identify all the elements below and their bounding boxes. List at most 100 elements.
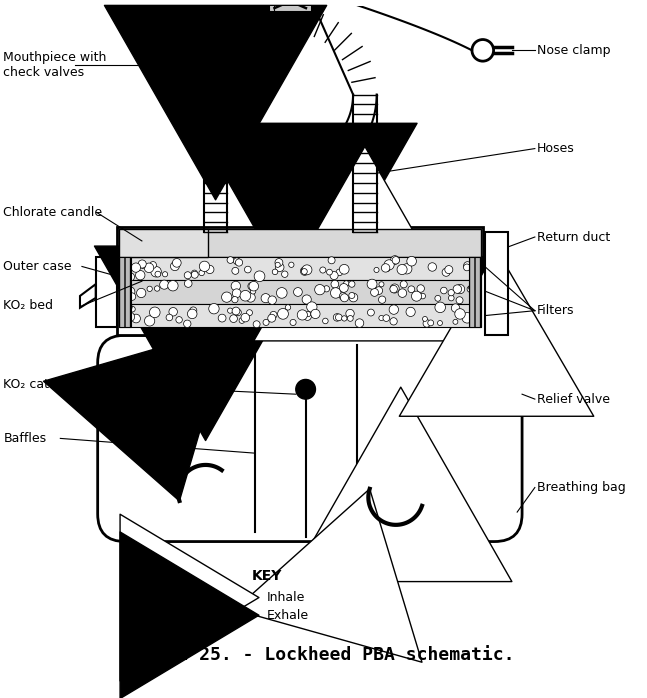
Circle shape [126, 273, 135, 281]
Circle shape [138, 260, 146, 268]
Circle shape [392, 257, 400, 264]
Circle shape [455, 285, 465, 294]
Circle shape [285, 304, 291, 310]
Circle shape [437, 320, 443, 325]
Circle shape [149, 307, 160, 318]
Circle shape [355, 319, 364, 327]
Circle shape [333, 313, 341, 321]
Circle shape [124, 303, 132, 311]
Polygon shape [80, 284, 96, 308]
Circle shape [168, 281, 178, 291]
Circle shape [435, 302, 446, 313]
Circle shape [305, 311, 311, 317]
Circle shape [155, 285, 160, 291]
Circle shape [379, 315, 384, 320]
Circle shape [374, 267, 379, 272]
Circle shape [314, 285, 325, 295]
Text: Breathing bag: Breathing bag [537, 481, 626, 494]
Circle shape [124, 287, 135, 297]
Circle shape [155, 272, 160, 277]
Circle shape [234, 258, 240, 265]
Circle shape [453, 320, 458, 325]
Circle shape [328, 257, 335, 264]
Circle shape [397, 265, 407, 274]
Circle shape [302, 265, 312, 275]
Bar [485, 232, 509, 335]
Text: FIGURE 25. - Lockheed PBA schematic.: FIGURE 25. - Lockheed PBA schematic. [123, 646, 514, 664]
Text: Mouthpiece with
check valves: Mouthpiece with check valves [3, 51, 107, 79]
Circle shape [311, 309, 320, 318]
Text: Nose clamp: Nose clamp [537, 44, 610, 57]
Circle shape [320, 267, 326, 273]
Bar [96, 257, 117, 327]
Circle shape [383, 315, 389, 322]
Circle shape [247, 310, 252, 315]
Circle shape [472, 40, 494, 61]
Circle shape [330, 272, 338, 280]
Bar [119, 229, 481, 257]
Circle shape [349, 281, 355, 288]
Circle shape [453, 285, 461, 293]
Text: Outer case: Outer case [3, 260, 72, 273]
Circle shape [296, 380, 316, 399]
Circle shape [227, 257, 234, 263]
Circle shape [245, 266, 251, 273]
Circle shape [406, 307, 415, 316]
Circle shape [169, 308, 177, 316]
Bar [119, 257, 481, 280]
Circle shape [268, 314, 276, 322]
Circle shape [302, 295, 311, 304]
Circle shape [344, 281, 349, 286]
Circle shape [428, 262, 437, 272]
Circle shape [384, 265, 390, 272]
Circle shape [149, 262, 157, 269]
Circle shape [302, 269, 307, 274]
Circle shape [448, 295, 454, 301]
Circle shape [428, 320, 433, 326]
Circle shape [378, 296, 386, 304]
Circle shape [408, 286, 415, 292]
Circle shape [289, 262, 294, 267]
Circle shape [347, 315, 353, 321]
Text: Baffles: Baffles [3, 432, 47, 445]
Text: Inhale: Inhale [267, 591, 305, 604]
Circle shape [137, 288, 146, 297]
Circle shape [232, 307, 240, 315]
Circle shape [192, 270, 197, 276]
Circle shape [367, 309, 375, 316]
Bar [119, 257, 131, 327]
Circle shape [336, 269, 343, 276]
Circle shape [462, 313, 472, 323]
Circle shape [340, 294, 349, 302]
Circle shape [448, 290, 454, 296]
Circle shape [129, 306, 135, 312]
Circle shape [324, 285, 329, 292]
Circle shape [297, 310, 307, 320]
Circle shape [241, 313, 250, 322]
Circle shape [263, 320, 269, 325]
Circle shape [218, 314, 226, 322]
Circle shape [402, 264, 412, 274]
Circle shape [398, 289, 407, 297]
Circle shape [248, 283, 256, 290]
Circle shape [122, 264, 131, 274]
Circle shape [389, 305, 399, 314]
FancyBboxPatch shape [98, 335, 522, 542]
Circle shape [307, 302, 317, 312]
Bar [119, 304, 481, 327]
Bar [119, 229, 208, 257]
Circle shape [420, 293, 426, 299]
Circle shape [173, 258, 181, 267]
Circle shape [270, 311, 277, 318]
Circle shape [276, 288, 287, 298]
Circle shape [261, 294, 270, 303]
Circle shape [327, 269, 333, 275]
Circle shape [192, 272, 198, 279]
Circle shape [128, 293, 136, 300]
Circle shape [367, 279, 377, 289]
Circle shape [272, 269, 278, 274]
Circle shape [435, 295, 441, 302]
Circle shape [411, 291, 422, 302]
Circle shape [184, 320, 191, 327]
Circle shape [209, 304, 219, 314]
